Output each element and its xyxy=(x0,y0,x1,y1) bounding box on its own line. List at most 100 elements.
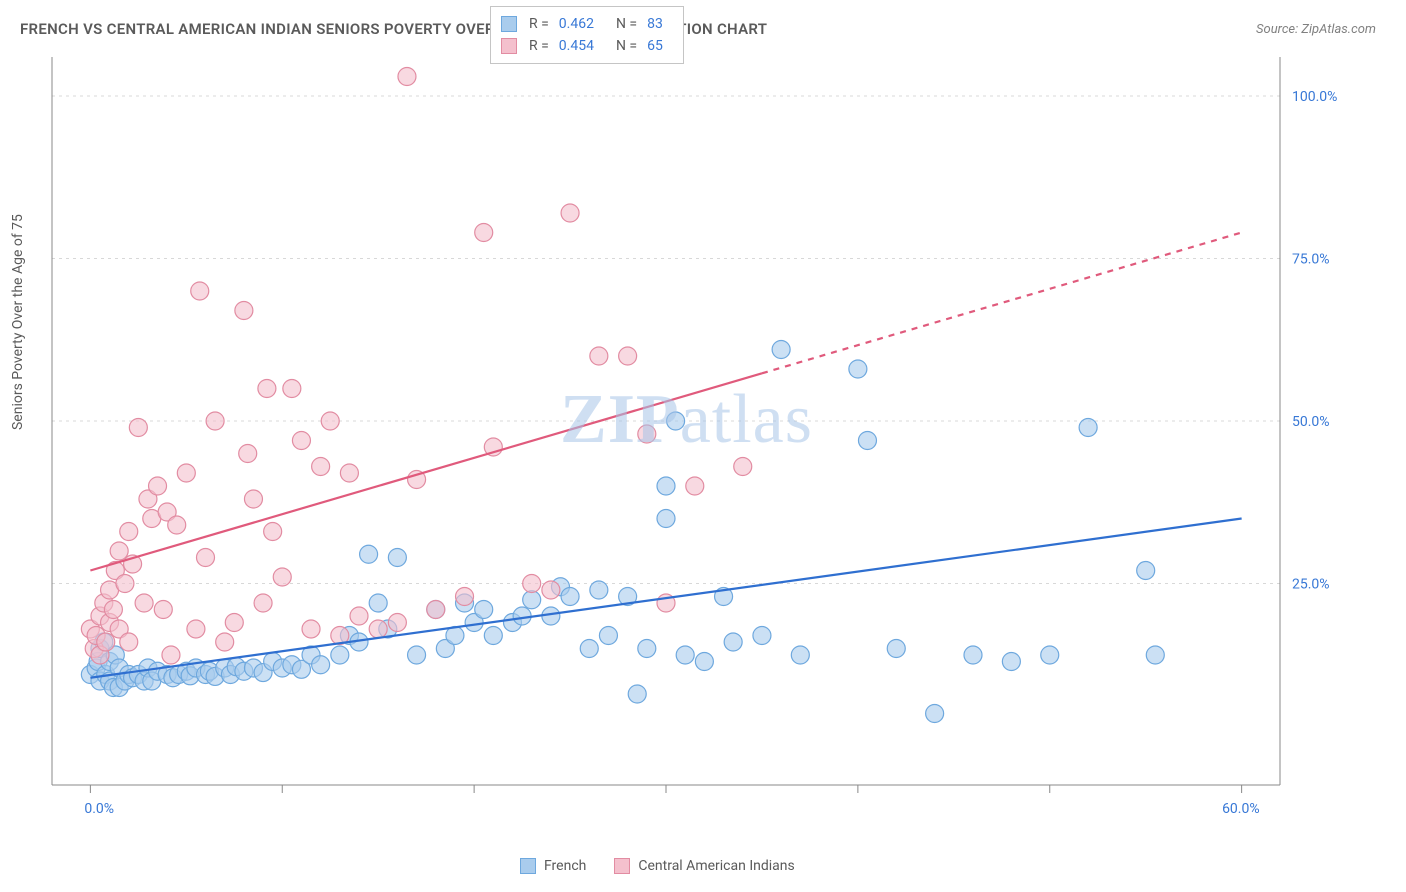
data-point xyxy=(283,380,301,398)
stat-n-label: N = xyxy=(616,35,637,57)
data-point xyxy=(120,633,138,651)
legend-swatch xyxy=(501,38,517,54)
data-point xyxy=(1002,653,1020,671)
legend-label: French xyxy=(544,858,586,874)
data-point xyxy=(676,646,694,664)
data-point xyxy=(340,464,358,482)
stat-r-label: R = xyxy=(529,13,549,35)
data-point xyxy=(638,640,656,658)
data-point xyxy=(258,380,276,398)
data-point xyxy=(724,633,742,651)
data-point xyxy=(926,705,944,723)
data-point xyxy=(542,581,560,599)
data-point xyxy=(235,302,253,320)
data-point xyxy=(197,549,215,567)
x-tick-label: 0.0% xyxy=(84,801,114,817)
data-point xyxy=(628,685,646,703)
data-point xyxy=(1146,646,1164,664)
data-point xyxy=(590,347,608,365)
stat-r-value: 0.462 xyxy=(559,13,594,35)
bottom-legend: French Central American Indians xyxy=(520,858,795,874)
data-point xyxy=(1137,562,1155,580)
data-point xyxy=(312,656,330,674)
data-point xyxy=(561,204,579,222)
stats-legend: R =0.462N =83R =0.454N =65 xyxy=(490,6,684,64)
data-point xyxy=(388,549,406,567)
data-point xyxy=(104,601,122,619)
data-point xyxy=(331,646,349,664)
stats-legend-row: R =0.462N =83 xyxy=(501,13,673,35)
legend-swatch xyxy=(520,858,536,874)
data-point xyxy=(513,607,531,625)
data-point xyxy=(191,282,209,300)
data-point xyxy=(264,523,282,541)
data-point xyxy=(580,640,598,658)
data-point xyxy=(657,510,675,528)
y-tick-label: 75.0% xyxy=(1292,252,1330,268)
data-point xyxy=(753,627,771,645)
stats-legend-row: R = 0.454 N = 65 xyxy=(501,35,673,57)
data-point xyxy=(695,653,713,671)
data-point xyxy=(187,620,205,638)
data-point xyxy=(216,633,234,651)
data-point xyxy=(149,477,167,495)
stat-n-label: N = xyxy=(616,13,637,35)
source-attribution: Source: ZipAtlas.com xyxy=(1256,22,1376,37)
watermark: ZIPatlas xyxy=(560,380,813,460)
data-point xyxy=(734,458,752,476)
data-point xyxy=(154,601,172,619)
data-point xyxy=(408,646,426,664)
data-point xyxy=(398,68,416,86)
data-point xyxy=(110,542,128,560)
data-point xyxy=(1079,419,1097,437)
data-point xyxy=(858,432,876,450)
data-point xyxy=(321,412,339,430)
data-point xyxy=(177,464,195,482)
y-tick-label: 25.0% xyxy=(1292,577,1330,593)
watermark-zip: ZIP xyxy=(560,381,680,458)
data-point xyxy=(116,575,134,593)
data-point xyxy=(1041,646,1059,664)
data-point xyxy=(97,633,115,651)
data-point xyxy=(302,620,320,638)
data-point xyxy=(135,594,153,612)
stat-r-label: R = xyxy=(529,35,549,57)
data-point xyxy=(360,545,378,563)
data-point xyxy=(619,347,637,365)
data-point xyxy=(523,575,541,593)
data-point xyxy=(168,516,186,534)
data-point xyxy=(120,523,138,541)
data-point xyxy=(129,419,147,437)
data-point xyxy=(849,360,867,378)
y-axis-label: Seniors Poverty Over the Age of 75 xyxy=(10,214,26,430)
data-point xyxy=(964,646,982,664)
data-point xyxy=(239,445,257,463)
data-point xyxy=(475,601,493,619)
data-point xyxy=(590,581,608,599)
data-point xyxy=(599,627,617,645)
trend-line-dashed xyxy=(762,233,1242,374)
data-point xyxy=(206,412,224,430)
watermark-atlas: atlas xyxy=(680,381,813,458)
data-point xyxy=(225,614,243,632)
legend-swatch xyxy=(614,858,630,874)
data-point xyxy=(561,588,579,606)
legend-item: French xyxy=(520,858,586,874)
data-point xyxy=(369,620,387,638)
stat-r-value: 0.454 xyxy=(559,35,594,57)
series-central-american-indians xyxy=(81,68,751,665)
data-point xyxy=(350,607,368,625)
legend-label: Central American Indians xyxy=(638,858,794,874)
data-point xyxy=(273,568,291,586)
data-point xyxy=(162,646,180,664)
y-tick-label: 50.0% xyxy=(1292,414,1330,430)
stat-n-value: 65 xyxy=(647,35,663,57)
data-point xyxy=(369,594,387,612)
data-point xyxy=(388,614,406,632)
data-point xyxy=(254,594,272,612)
data-point xyxy=(657,477,675,495)
data-point xyxy=(456,588,474,606)
data-point xyxy=(484,627,502,645)
data-point xyxy=(244,490,262,508)
legend-item: Central American Indians xyxy=(614,858,794,874)
